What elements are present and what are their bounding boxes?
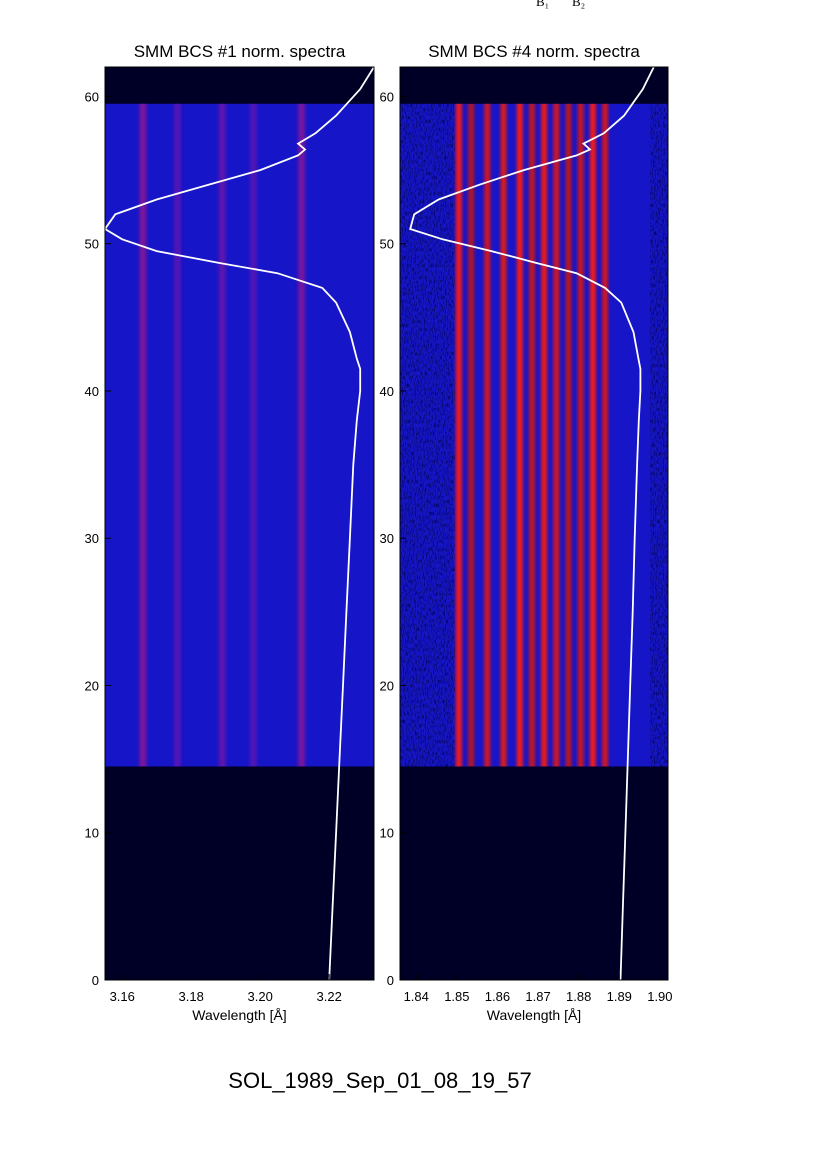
bcs4-x-tick-label-1: 1.85: [444, 989, 469, 1004]
bcs4-x-tick-label-2: 1.86: [485, 989, 510, 1004]
bcs4-overlay-curve: [409, 66, 655, 981]
bcs1-y-tick-label-5: 50: [85, 237, 99, 252]
bcs1-axis-frame: [104, 66, 375, 981]
bcs4-spectral-line-9: [565, 103, 572, 767]
bcs1-x-tick-label-2: 3.20: [248, 989, 273, 1004]
bcs1-y-tick-label-6: 60: [85, 89, 99, 104]
header-label-b1: B₁: [536, 0, 550, 9]
bcs4-spectral-line-5: [516, 103, 523, 767]
header-label-b2: B₂: [572, 0, 586, 9]
bcs1-y-tick-label-4: 40: [85, 384, 99, 399]
bcs4-x-tick-label-0: 1.84: [404, 989, 429, 1004]
spectra-panel-bcs4: SMM BCS #4 norm. spectra 0 10 20 30 40 50 60 1.8…: [380, 42, 673, 1023]
bcs1-spectral-line-1: [139, 103, 147, 767]
bcs4-spectral-line-4: [500, 103, 507, 767]
bcs4-spectral-line-11: [589, 103, 596, 767]
bcs1-x-tick-label-3: 3.22: [317, 989, 342, 1004]
bcs1-x-tick-label-0: 3.16: [110, 989, 135, 1004]
bcs1-spectral-line-3: [218, 103, 226, 767]
bcs1-spectral-line-5: [298, 103, 306, 767]
bcs4-spectral-line-8: [553, 103, 560, 767]
bcs4-x-tick-label-4: 1.88: [566, 989, 591, 1004]
bcs4-y-tick-label-1: 10: [380, 826, 394, 841]
bcs4-spectral-line-7: [541, 103, 548, 767]
bcs4-spectral-line-10: [577, 103, 584, 767]
bcs4-noise-left: [400, 103, 455, 767]
bcs1-spectral-line-2: [173, 103, 181, 767]
bcs1-chart-title: SMM BCS #1 norm. spectra: [134, 42, 346, 61]
bcs1-y-tick-label-2: 20: [85, 678, 99, 693]
bcs4-y-tick-label-5: 50: [380, 237, 394, 252]
bcs4-spectral-line-6: [528, 103, 535, 767]
bcs4-y-tick-label-3: 30: [380, 531, 394, 546]
bcs4-y-tick-label-2: 20: [380, 678, 394, 693]
bcs4-spectral-line-2: [468, 103, 475, 767]
bcs4-spectral-line-1: [455, 103, 462, 767]
bcs4-x-tick-label-6: 1.90: [647, 989, 672, 1004]
bcs4-spectral-line-12: [602, 103, 609, 767]
spectra-panel-bcs1: SMM BCS #1 norm. spectra 0 10 20 30 40 50 60 3.1…: [85, 42, 375, 1023]
bcs4-x-axis-label: Wavelength [Å]: [487, 1007, 581, 1023]
bcs4-axis-frame: [399, 66, 669, 981]
bcs1-x-tick-label-1: 3.18: [179, 989, 204, 1004]
bcs4-chart-title: SMM BCS #4 norm. spectra: [428, 42, 640, 61]
bcs4-spectral-line-3: [484, 103, 491, 767]
bcs4-noise-right: [650, 103, 668, 767]
bcs4-x-tick-label-5: 1.89: [607, 989, 632, 1004]
bcs1-spectral-line-4: [249, 103, 257, 767]
bcs4-y-tick-label-6: 60: [380, 89, 394, 104]
bcs4-y-tick-label-4: 40: [380, 384, 394, 399]
bcs4-x-tick-label-3: 1.87: [525, 989, 550, 1004]
bcs4-y-tick-label-0: 0: [387, 973, 394, 988]
bcs1-y-tick-label-3: 30: [85, 531, 99, 546]
bcs1-spectra-band: [105, 103, 374, 767]
bcs1-overlay-curve: [103, 66, 375, 981]
bcs1-x-axis-label: Wavelength [Å]: [192, 1007, 286, 1023]
bcs1-y-tick-label-0: 0: [92, 973, 99, 988]
bcs1-y-tick-label-1: 10: [85, 826, 99, 841]
event-id-caption: SOL_1989_Sep_01_08_19_57: [228, 1068, 532, 1093]
